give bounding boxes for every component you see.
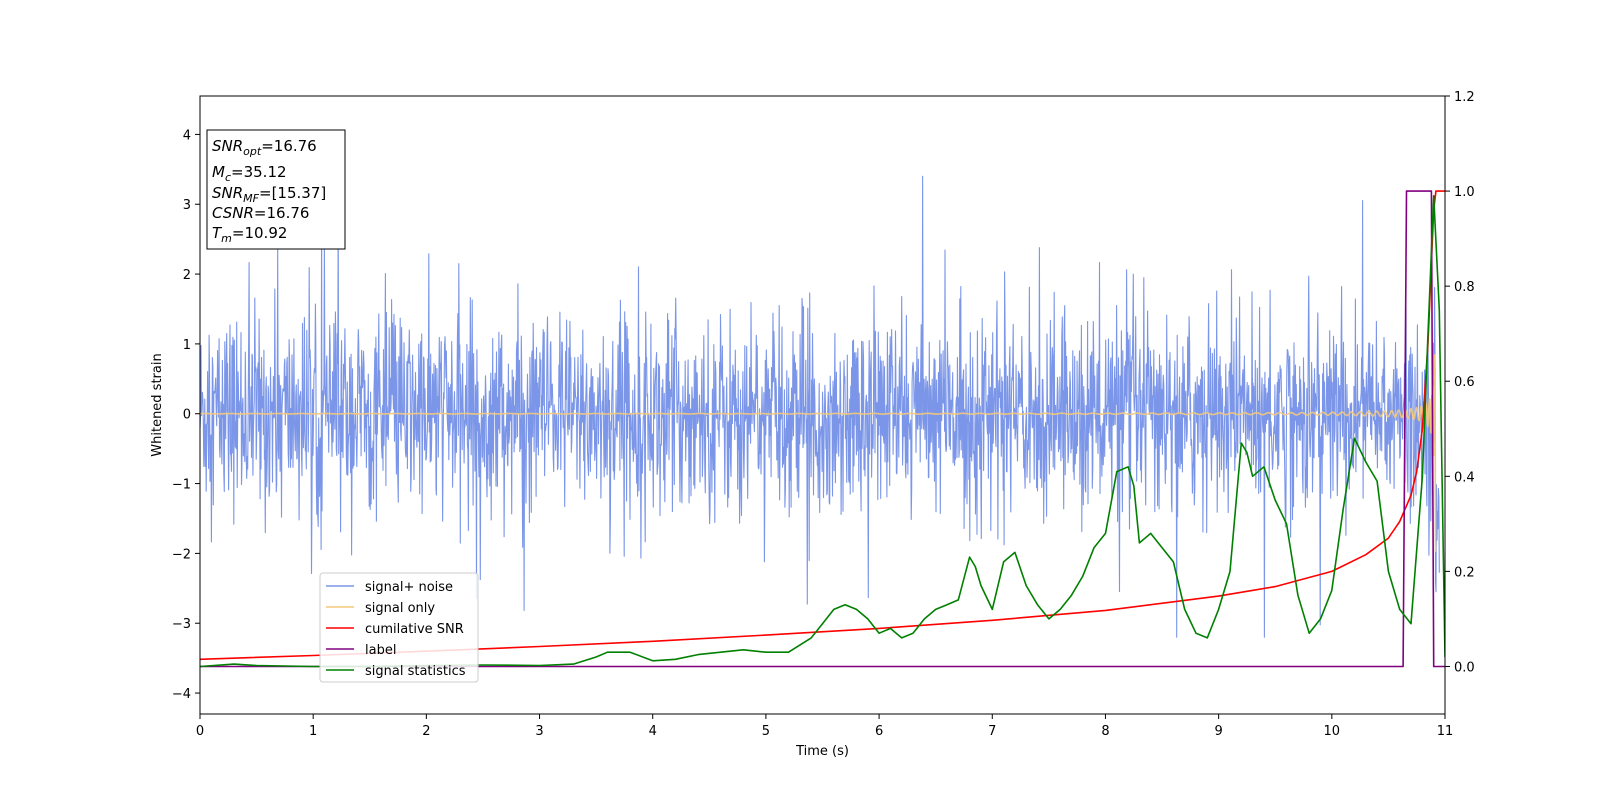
y2-tick-label: 1.2 — [1454, 90, 1475, 105]
info-line-csnr: CSNR=16.76 — [212, 204, 309, 222]
x-tick-label: 10 — [1324, 724, 1341, 739]
legend-label: signal only — [365, 601, 435, 616]
info-box-frame — [206, 129, 346, 250]
y2-tick-label: 0.0 — [1454, 660, 1475, 675]
legend-label: cumilative SNR — [365, 622, 464, 637]
y2-tick-label: 0.8 — [1454, 280, 1475, 295]
info-line-snr-mf: SNRMF=[15.37] — [212, 184, 326, 205]
x-tick-label: 11 — [1437, 724, 1454, 739]
y-tick-label: 2 — [183, 268, 191, 283]
y-tick-label: −1 — [172, 478, 191, 493]
series-label — [200, 190, 1445, 668]
x-axis-label: Time (s) — [795, 744, 849, 759]
info-line-tm: Tm=10.92 — [212, 224, 287, 245]
x-axis: 0 1 2 3 4 5 6 7 8 9 10 11 — [196, 714, 1453, 739]
x-tick-label: 8 — [1101, 724, 1109, 739]
x-tick-label: 9 — [1214, 724, 1222, 739]
legend-label: signal+ noise — [365, 580, 453, 595]
x-tick-label: 1 — [309, 724, 317, 739]
y-tick-label: 0 — [183, 408, 191, 423]
y-tick-label: 4 — [183, 128, 191, 143]
legend: signal+ noise signal only cumilative SNR la… — [319, 572, 479, 683]
y-tick-label: 1 — [183, 338, 191, 353]
y-axis-right: 0.0 0.2 0.4 0.6 0.8 1.0 1.2 — [1445, 90, 1475, 675]
x-tick-label: 6 — [875, 724, 883, 739]
legend-label: signal statistics — [365, 664, 466, 679]
info-box: SNRopt=16.76 Mc=35.12 SNRMF=[15.37] CSNR… — [206, 129, 346, 250]
y-axis-label: Whitened strain — [150, 353, 165, 456]
x-tick-label: 4 — [649, 724, 657, 739]
y-tick-label: 3 — [183, 198, 191, 213]
y-axis-left: −4 −3 −2 −1 0 1 2 3 4 — [172, 128, 200, 702]
info-line-snr-opt: SNRopt=16.76 — [212, 137, 317, 158]
series-signal-noise — [200, 175, 1440, 638]
info-line-mc: Mc=35.12 — [212, 163, 287, 184]
legend-label: label — [365, 643, 396, 658]
y2-tick-label: 0.6 — [1454, 375, 1475, 390]
y-tick-label: −3 — [172, 617, 191, 632]
x-tick-label: 2 — [422, 724, 430, 739]
y-tick-label: −2 — [172, 547, 191, 562]
y-tick-label: −4 — [172, 687, 191, 702]
x-tick-label: 5 — [762, 724, 770, 739]
x-tick-label: 7 — [988, 724, 996, 739]
x-tick-label: 3 — [535, 724, 543, 739]
series-layer — [200, 175, 1445, 668]
y2-tick-label: 0.2 — [1454, 565, 1475, 580]
legend-frame — [319, 572, 479, 683]
y2-tick-label: 1.0 — [1454, 185, 1475, 200]
series-signal-only — [200, 354, 1437, 553]
x-tick-label: 0 — [196, 724, 204, 739]
series-signal-statistics — [200, 195, 1445, 668]
y2-tick-label: 0.4 — [1454, 470, 1475, 485]
plot-frame — [199, 95, 1446, 715]
